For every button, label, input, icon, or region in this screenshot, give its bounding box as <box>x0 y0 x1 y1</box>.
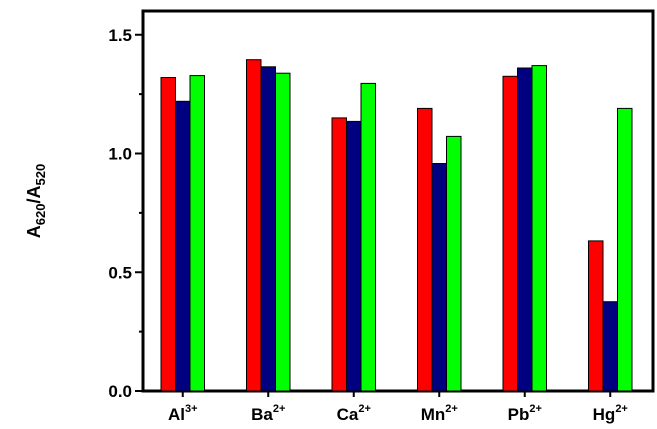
bar-ca-series-2 <box>346 120 362 392</box>
y-axis-label-sep: /A <box>24 185 44 203</box>
ion-charge: 2+ <box>358 403 371 415</box>
ion-charge: 3+ <box>185 403 198 415</box>
bar-mn-series-3 <box>446 135 462 392</box>
ion-charge: 2+ <box>273 403 286 415</box>
bar-al-series-2 <box>175 100 191 392</box>
x-tick-label-mn: Mn2+ <box>421 403 458 424</box>
bar-mn-series-2 <box>431 163 447 392</box>
x-tick-label-ca: Ca2+ <box>337 403 371 424</box>
bar-hg-series-2 <box>602 301 618 392</box>
bar-hg-series-1 <box>588 240 604 392</box>
ion-symbol: Hg <box>593 405 616 424</box>
x-tick-label-ba: Ba2+ <box>251 403 285 424</box>
x-axis: Al3+ Ba2+ Ca2+ Mn2+ Pb2+ Hg2+ <box>168 391 628 424</box>
y-axis: 0.0 0.5 1.0 1.5 <box>108 26 143 401</box>
bar-ca-series-1 <box>331 117 347 392</box>
y-tick-label: 1.0 <box>108 145 132 164</box>
x-tick-label-pb: Pb2+ <box>508 403 542 424</box>
x-tick-label-al: Al3+ <box>168 403 198 424</box>
bar-pb-series-1 <box>502 75 518 392</box>
ion-charge: 2+ <box>615 403 628 415</box>
y-tick-label: 1.5 <box>108 26 132 45</box>
bar-pb-series-2 <box>517 67 533 392</box>
y-tick-label: 0.0 <box>108 382 132 401</box>
ion-symbol: Al <box>168 405 185 424</box>
bar-ba-series-2 <box>260 66 276 392</box>
bar-pb-series-3 <box>531 65 547 392</box>
x-tick-label-hg: Hg2+ <box>593 403 628 424</box>
ion-charge: 2+ <box>529 403 542 415</box>
bar-hg-series-3 <box>617 107 633 392</box>
ion-charge: 2+ <box>445 403 458 415</box>
y-tick-label: 0.5 <box>108 263 132 282</box>
bars-group <box>160 59 633 392</box>
bar-mn-series-1 <box>417 107 433 392</box>
ion-symbol: Ca <box>337 405 359 424</box>
ion-symbol: Pb <box>508 405 530 424</box>
y-axis-label-sub2: 520 <box>33 164 48 186</box>
bar-ba-series-3 <box>275 72 291 392</box>
ion-symbol: Ba <box>251 405 273 424</box>
plot-frame <box>141 9 655 393</box>
bar-al-series-1 <box>160 77 176 392</box>
bar-ba-series-1 <box>246 59 262 392</box>
y-axis-label: A620/A520 <box>24 164 48 238</box>
ion-symbol: Mn <box>421 405 446 424</box>
y-axis-label-main: A <box>24 225 44 238</box>
y-axis-label-sub1: 620 <box>33 204 48 226</box>
bar-ca-series-3 <box>360 82 376 392</box>
bar-al-series-3 <box>189 75 205 392</box>
